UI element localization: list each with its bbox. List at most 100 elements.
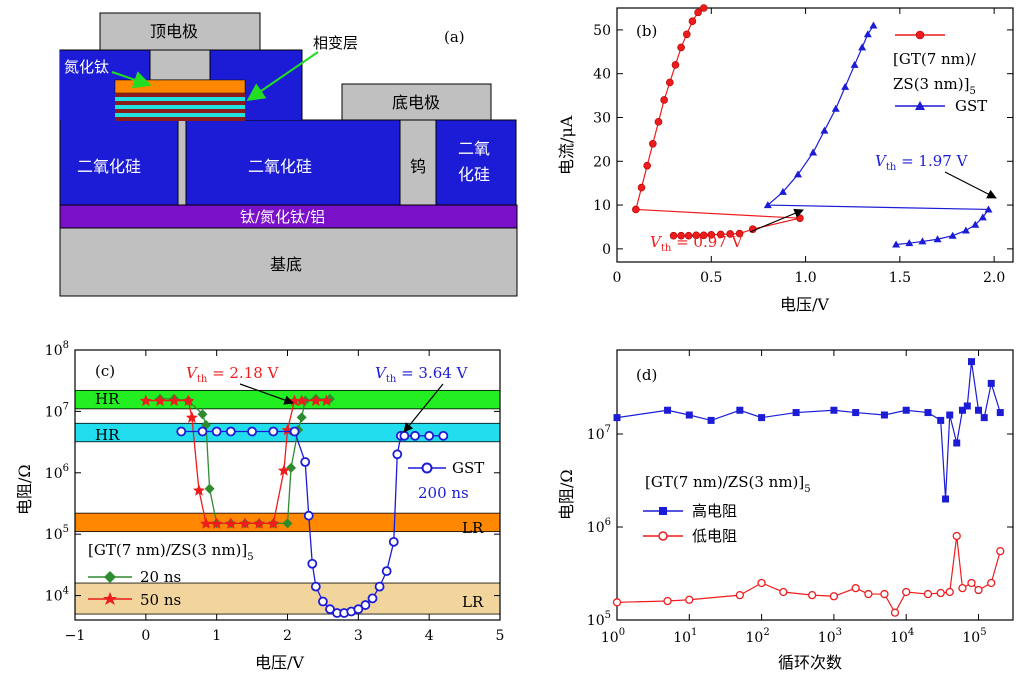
- point-gst: [905, 239, 914, 247]
- point-50ns: [192, 484, 205, 496]
- point-gst: [971, 220, 980, 228]
- point-low: [779, 587, 788, 597]
- point-high: [902, 406, 910, 414]
- band-lr1-label: LR: [462, 519, 484, 537]
- point-low: [685, 595, 694, 604]
- point-gst: [367, 593, 378, 604]
- point-high: [613, 414, 621, 422]
- legend-text-gst: GST: [955, 97, 987, 115]
- point-20ns: [197, 409, 208, 420]
- top-electrode: [99, 12, 261, 51]
- y-tick-label: 106: [587, 517, 611, 536]
- point-gst: [310, 581, 321, 592]
- tin-label: 氮化钛: [64, 58, 109, 76]
- panel-d-label: (d): [636, 366, 657, 384]
- point-gt: [649, 139, 657, 148]
- panel-d-ylabel: 电阻/Ω: [557, 469, 576, 520]
- point-high: [792, 409, 800, 417]
- point-low: [945, 587, 954, 597]
- legend-text-gt-1: [GT(7 nm)/: [893, 50, 977, 68]
- panel-d-xlabel: 循环次数: [778, 653, 842, 672]
- point-gt: [699, 231, 708, 240]
- point-50ns: [295, 394, 308, 407]
- point-high: [707, 416, 715, 424]
- y-tick-label: 30: [593, 110, 611, 126]
- point-low: [996, 546, 1005, 556]
- point-gst: [360, 600, 371, 610]
- y-tick-label: 105: [45, 524, 69, 543]
- y-tick-exponent: 7: [63, 401, 69, 412]
- phase-change-stack: [114, 79, 246, 121]
- point-20ns: [286, 462, 297, 473]
- panel-a-device-schematic: 基底 钛/氮化钛/铝 顶电极 底电极 氮化钛 相变层 二氧化硅 二氧化: [59, 12, 518, 297]
- point-gt: [716, 230, 725, 239]
- point-gt: [660, 96, 668, 104]
- vth-red-arrow: [239, 383, 294, 405]
- point-gt: [688, 17, 697, 25]
- point-gst: [438, 430, 449, 441]
- panel-c-ylabel: 电阻/Ω: [15, 464, 34, 515]
- tin-arrow: [111, 71, 152, 89]
- x-tick-label: 0: [141, 628, 150, 644]
- panel-b-iv-chart: 0 0.5 1.0 1.5 2.0 0 10 20 30 40 50 (b) [GT(7 nm)/ …: [557, 4, 1014, 314]
- point-low: [851, 584, 860, 593]
- point-low: [880, 589, 889, 599]
- point-gt: [665, 78, 674, 87]
- point-gst: [225, 426, 236, 437]
- point-gt: [671, 61, 680, 69]
- point-gt: [707, 231, 716, 239]
- y-tick-label: 105: [587, 610, 611, 629]
- point-50ns: [239, 517, 251, 529]
- band-lr: [74, 582, 501, 615]
- sio2-right-label-2: 化硅: [458, 165, 490, 184]
- sio2-block-right: [435, 119, 517, 206]
- x-tick-label: 103: [818, 627, 842, 646]
- bottom-electrode-label: 底电极: [392, 93, 440, 112]
- legend-text-gt-2: ZS(3 nm)]5: [893, 75, 976, 97]
- legend-50ns: 50 ns: [140, 591, 181, 609]
- point-low: [974, 585, 983, 595]
- sio2-left-label: 二氧化硅: [77, 157, 141, 176]
- point-high: [942, 495, 950, 503]
- y-tick-exponent: 5: [605, 610, 611, 621]
- y-tick-exponent: 8: [63, 340, 69, 351]
- phase-change-arrow: [246, 51, 319, 102]
- point-high: [980, 414, 988, 422]
- y-tick-exponent: 4: [63, 586, 69, 597]
- point-gst: [353, 604, 364, 615]
- series-line-1: [616, 535, 1001, 614]
- point-gst: [307, 558, 318, 569]
- point-gst: [778, 187, 787, 195]
- point-50ns: [267, 517, 280, 529]
- y-tick-label: 10: [593, 198, 611, 214]
- point-low: [807, 591, 817, 600]
- point-gt: [699, 4, 708, 12]
- point-50ns: [253, 517, 266, 529]
- x-tick-label: 2: [283, 628, 292, 644]
- legend-marker-gt: [915, 30, 925, 40]
- y-tick-label: 108: [45, 340, 69, 359]
- point-low: [936, 588, 945, 598]
- point-low: [902, 587, 911, 597]
- point-gst: [399, 430, 410, 441]
- bottom-electrode: [341, 83, 492, 121]
- y-tick-exponent: 5: [63, 524, 69, 535]
- point-gst: [858, 43, 867, 51]
- point-high: [967, 358, 975, 366]
- point-gst: [948, 231, 957, 239]
- x-tick-label: 1.5: [889, 270, 911, 286]
- panel-b-ylabel: 电流/μA: [557, 115, 576, 175]
- panel-d-series: [612, 358, 1005, 617]
- tin-via: [177, 119, 187, 206]
- point-gt: [692, 231, 701, 240]
- vth-blue-arrow: [403, 383, 444, 433]
- point-low: [829, 592, 839, 601]
- point-50ns: [320, 394, 333, 407]
- x-tick-exponent: 2: [763, 627, 769, 638]
- point-low: [612, 598, 622, 607]
- band-lr2-label: LR: [462, 593, 484, 611]
- legend-low: 低电阻: [692, 527, 737, 545]
- top-electrode-stem: [149, 49, 211, 81]
- point-high: [924, 409, 932, 417]
- legend-marker-low: [658, 531, 668, 541]
